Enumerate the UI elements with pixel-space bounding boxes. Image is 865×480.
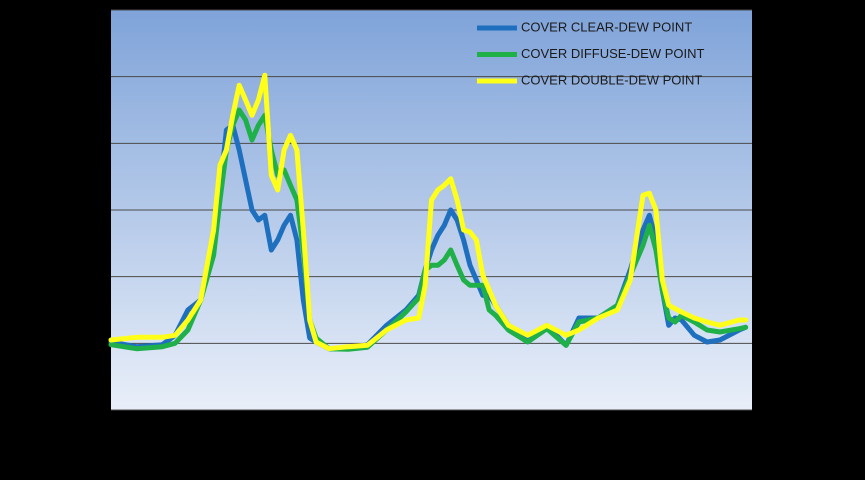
legend-label: COVER DOUBLE-DEW POINT bbox=[521, 72, 702, 87]
series-line bbox=[108, 122, 749, 352]
y-tick-label: 2 bbox=[96, 201, 103, 216]
y-tick-label: 1 bbox=[96, 268, 103, 283]
y-tick-label: -1 bbox=[91, 401, 103, 416]
series-line bbox=[108, 72, 749, 352]
legend-label: COVER CLEAR-DEW POINT bbox=[521, 19, 692, 34]
legend-label: COVER DIFFUSE-DEW POINT bbox=[521, 46, 705, 61]
y-tick-label: 4 bbox=[96, 68, 103, 83]
series-line bbox=[108, 107, 749, 352]
y-tick-label: 5 bbox=[96, 1, 103, 16]
y-tick-label: 3 bbox=[96, 135, 103, 150]
y-tick-label: 0 bbox=[96, 335, 103, 350]
